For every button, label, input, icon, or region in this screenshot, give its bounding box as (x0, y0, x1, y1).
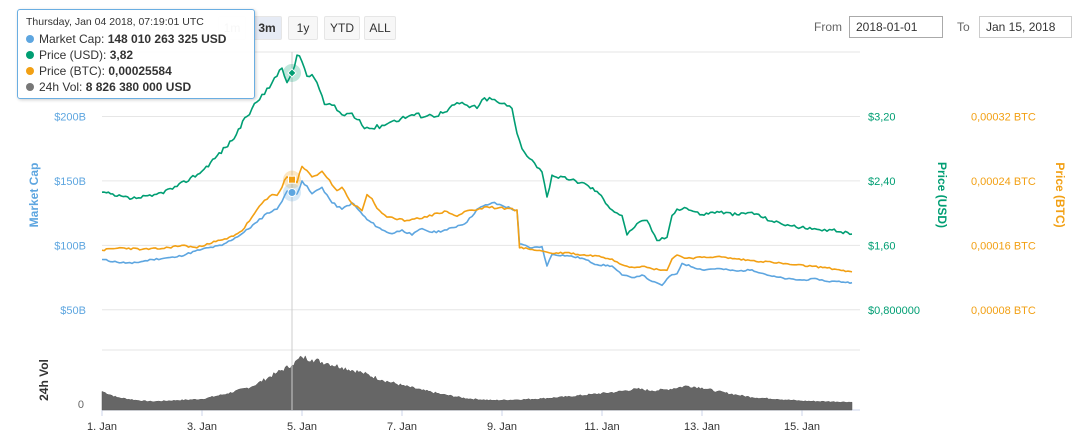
tooltip-row-volume: 24h Vol: 8 826 380 000 USD (26, 80, 191, 94)
volume-area (101, 355, 853, 411)
price-btc-marker (288, 175, 296, 184)
price-btc-tick-label: 0,00016 BTC (971, 240, 1036, 252)
price-usd-axis-title: Price (USD) (935, 162, 949, 228)
from-date-input[interactable]: 2018-01-01 (849, 16, 943, 38)
market-cap-tick-label: $50B (60, 305, 86, 317)
tooltip-value: 3,82 (109, 48, 134, 62)
tooltip-row-price-btc: Price (BTC): 0,00025584 (26, 64, 172, 78)
x-tick-label: 9. Jan (487, 421, 517, 433)
range-all-button[interactable]: ALL (364, 16, 396, 40)
x-tick-label: 7. Jan (387, 421, 417, 433)
volume-dot-icon (26, 83, 34, 91)
range-3m-button[interactable]: 3m (252, 16, 282, 40)
price-usd-dot-icon (26, 51, 34, 59)
x-tick-label: 3. Jan (187, 421, 217, 433)
x-tick-label: 1. Jan (87, 421, 117, 433)
price-btc-tick-label: 0,00008 BTC (971, 305, 1036, 317)
price-btc-tick-label: 0,00024 BTC (971, 176, 1036, 188)
tooltip-label: Market Cap: (39, 32, 105, 46)
market-cap-series-line (101, 180, 853, 287)
tooltip-label: Price (BTC): (39, 64, 105, 78)
highlight-markers (283, 52, 301, 410)
range-1y-button[interactable]: 1y (288, 16, 318, 40)
volume-series-area (101, 355, 853, 411)
x-tick-label: 13. Jan (684, 421, 720, 433)
market-cap-tick-label: $100B (54, 240, 86, 252)
to-date-input[interactable]: Jan 15, 2018 (979, 16, 1072, 38)
axis-labels: $50B $100B $150B $200B $0,800000 $1,60 $2,40 $3… (27, 111, 1067, 433)
price-usd-series-line (101, 54, 853, 242)
market-cap-tick-label: $200B (54, 111, 86, 123)
tooltip-label: Price (USD): (39, 48, 107, 62)
range-ytd-button[interactable]: YTD (324, 16, 360, 40)
price-usd-tick-label: $0,800000 (868, 305, 920, 317)
price-btc-axis-title: Price (BTC) (1053, 162, 1067, 227)
price-usd-tick-label: $2,40 (868, 176, 896, 188)
grid-lines (102, 51, 860, 411)
axis-ticks (101, 410, 803, 416)
x-tick-label: 11. Jan (584, 421, 619, 433)
price-usd-marker (287, 68, 297, 78)
tooltip-date: Thursday, Jan 04 2018, 07:19:01 UTC (26, 16, 204, 28)
tooltip-row-price-usd: Price (USD): 3,82 (26, 48, 133, 62)
tooltip-value: 8 826 380 000 USD (85, 80, 192, 94)
market-cap-marker (287, 187, 297, 197)
from-label: From (814, 20, 842, 34)
tooltip-value: 0,00025584 (108, 64, 172, 78)
price-btc-dot-icon (26, 67, 34, 75)
chart-tooltip: Thursday, Jan 04 2018, 07:19:01 UTC Mark… (17, 9, 255, 99)
market-cap-dot-icon (26, 35, 34, 43)
price-btc-series-line (101, 165, 853, 273)
series-lines (101, 54, 853, 287)
price-usd-tick-label: $3,20 (868, 111, 896, 123)
volume-axis-title: 24h Vol (37, 359, 51, 401)
tooltip-row-market-cap: Market Cap: 148 010 263 325 USD (26, 32, 226, 46)
tooltip-label: 24h Vol: (39, 80, 83, 94)
price-btc-tick-label: 0,00032 BTC (971, 111, 1036, 123)
tooltip-value: 148 010 263 325 USD (107, 32, 227, 46)
volume-tick-label: 0 (78, 399, 84, 411)
market-cap-axis-title: Market Cap (27, 163, 41, 228)
to-label: To (957, 20, 970, 34)
x-tick-label: 15. Jan (784, 421, 820, 433)
market-cap-tick-label: $150B (54, 176, 86, 188)
price-usd-tick-label: $1,60 (868, 240, 896, 252)
x-tick-label: 5. Jan (287, 421, 317, 433)
